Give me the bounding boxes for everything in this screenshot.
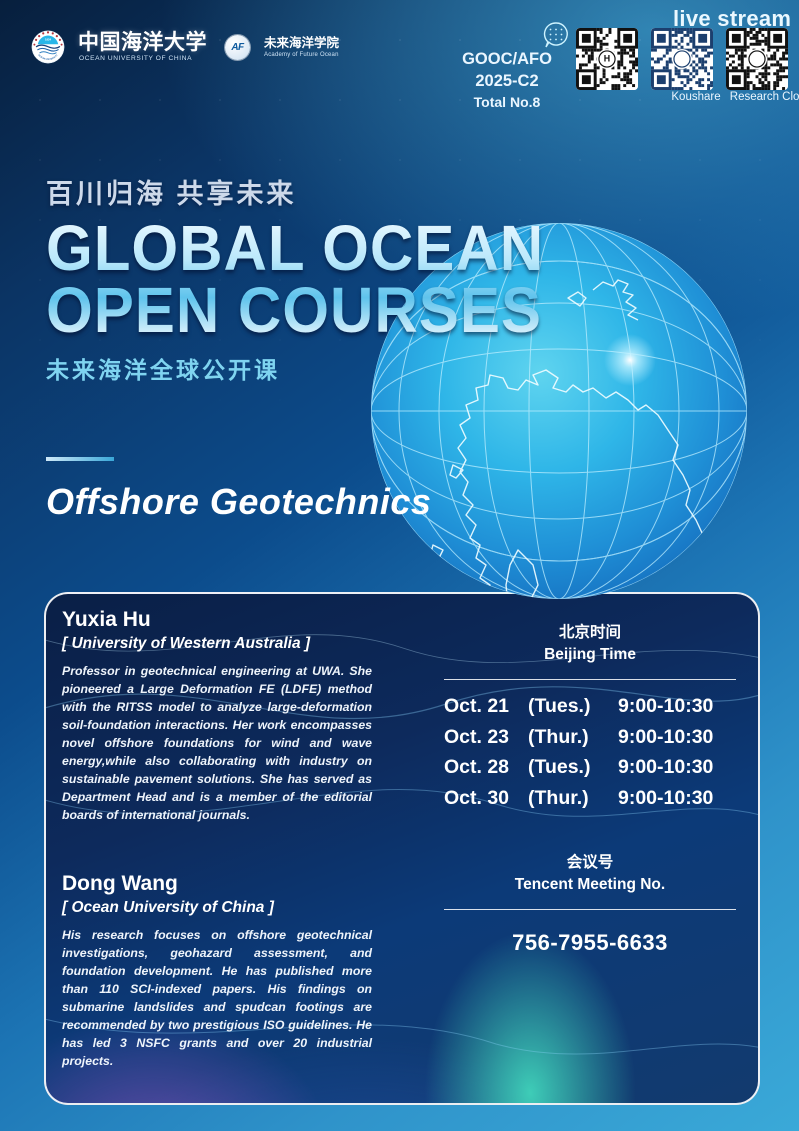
svg-text:H: H [604,54,610,64]
